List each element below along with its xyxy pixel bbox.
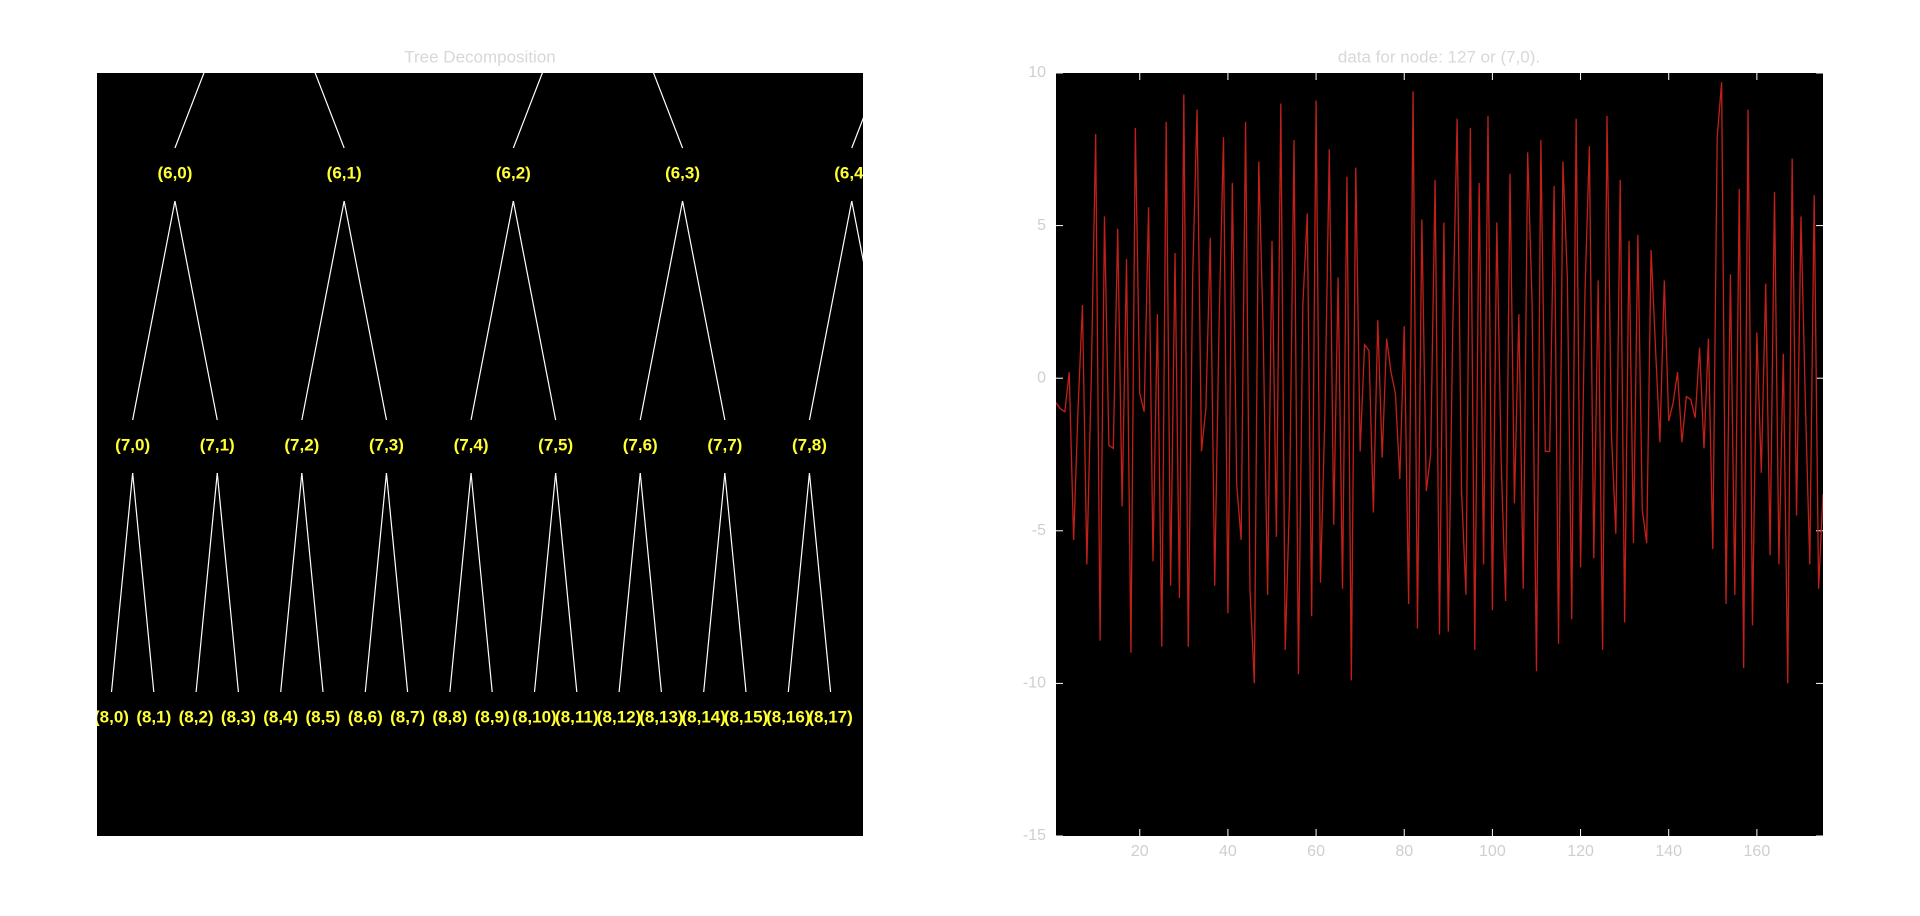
tree-edge xyxy=(110,472,134,693)
tree-edge xyxy=(512,73,543,149)
tree-edge xyxy=(449,472,472,693)
tree-edge xyxy=(174,73,205,149)
y-tick-label: -5 xyxy=(1032,522,1046,539)
tree-edge xyxy=(724,472,747,693)
tree-node-label: (6,2) xyxy=(496,163,531,182)
tree-node-label: (8,15) xyxy=(724,707,768,726)
tree-edge xyxy=(364,472,388,693)
tree-node-label: (7,7) xyxy=(707,435,742,454)
tree-node-label: (8,4) xyxy=(263,707,298,726)
tree-node-label: (7,2) xyxy=(284,435,319,454)
x-tick-label: 120 xyxy=(1567,843,1594,860)
x-tick-label: 100 xyxy=(1479,843,1506,860)
x-tick-label: 160 xyxy=(1744,843,1771,860)
tree-node-label: (8,6) xyxy=(348,707,383,726)
tree-node-label: (7,3) xyxy=(369,435,404,454)
tree-edge xyxy=(301,200,345,421)
tree-node-label: (8,0) xyxy=(94,707,129,726)
tree-node-label: (8,5) xyxy=(306,707,341,726)
tree-edge xyxy=(174,200,218,421)
y-tick-label: -15 xyxy=(1023,827,1046,844)
tree-edge xyxy=(280,472,303,693)
tree-edge xyxy=(703,472,726,693)
tree-edge xyxy=(808,472,832,693)
tree-node-label: (8,7) xyxy=(390,707,425,726)
tree-edge xyxy=(851,117,863,149)
y-tick-label: 5 xyxy=(1037,217,1046,234)
x-tick-label: 20 xyxy=(1131,843,1149,860)
tree-node-label: (8,13) xyxy=(639,707,683,726)
tree-node-label: (8,9) xyxy=(475,707,510,726)
tree-node-label: (8,2) xyxy=(179,707,214,726)
tree-node-label: (7,6) xyxy=(623,435,658,454)
chart-title: data for node: 127 or (7,0). xyxy=(1338,47,1540,66)
plot: -15 -10 -5 0 5 10 20 40 60 80 100 120 140 160 xyxy=(1023,64,1823,860)
tree-node-label: (8,1) xyxy=(136,707,171,726)
x-tick-label: 60 xyxy=(1307,843,1325,860)
tree-edge xyxy=(639,472,662,693)
tree-node-label: (8,12) xyxy=(597,707,641,726)
tree-edge xyxy=(132,472,155,693)
y-tick-label: 10 xyxy=(1028,64,1046,81)
y-tick-label: 0 xyxy=(1037,369,1046,386)
tree-edge xyxy=(343,200,388,421)
tree-node-label: (7,4) xyxy=(454,435,489,454)
tree-node-label: (8,8) xyxy=(432,707,467,726)
tree-node-label: (8,11) xyxy=(555,707,598,726)
tree-title: Tree Decomposition xyxy=(404,47,556,66)
tree-node-label: (8,3) xyxy=(221,707,256,726)
tree-edge xyxy=(216,472,239,693)
tree-edge xyxy=(851,200,863,263)
tree-node-label: (7,5) xyxy=(538,435,573,454)
tree-edge xyxy=(652,73,684,149)
tree-node-label: (7,1) xyxy=(200,435,235,454)
tree-node-label: (7,8) xyxy=(792,435,827,454)
tree-edge xyxy=(314,73,345,149)
x-tick-label: 140 xyxy=(1655,843,1682,860)
tree-node-label: (6,4) xyxy=(834,163,869,182)
tree-node-label: (6,1) xyxy=(327,163,362,182)
tree-edge xyxy=(639,200,684,421)
tree-edge xyxy=(132,200,176,421)
plot-axes xyxy=(1056,73,1823,836)
tree-node-label: (8,17) xyxy=(808,707,852,726)
tree-node-label: (8,10) xyxy=(512,707,556,726)
tree-edge xyxy=(681,200,726,421)
tree-edge xyxy=(787,472,811,693)
tree-node-label: (7,0) xyxy=(115,435,150,454)
tree-edge xyxy=(808,200,853,421)
tree-edge xyxy=(301,472,324,693)
tree-node-label: (8,14) xyxy=(681,707,725,726)
x-tick-label: 80 xyxy=(1395,843,1413,860)
data-line xyxy=(1056,82,1823,684)
tree-edge xyxy=(533,472,557,693)
y-tick-label: -10 xyxy=(1023,675,1046,692)
tree-node-label: (6,0) xyxy=(157,163,192,182)
tree-edge xyxy=(555,472,578,693)
tree-node-label: (6,3) xyxy=(665,163,700,182)
tree: (6,0) (6,1) (6,2) (6,3) (6,4) (7,0) (7,1) (7,2)… xyxy=(94,73,869,726)
tree-edge xyxy=(195,472,218,693)
tree-edge xyxy=(618,472,641,693)
tree-edge xyxy=(512,200,557,421)
tree-edge xyxy=(385,472,409,693)
tree-edge xyxy=(470,472,493,693)
tree-edge xyxy=(470,200,514,421)
x-tick-label: 40 xyxy=(1219,843,1237,860)
tree-axes xyxy=(97,73,863,836)
tree-node-label: (8,16) xyxy=(766,707,810,726)
